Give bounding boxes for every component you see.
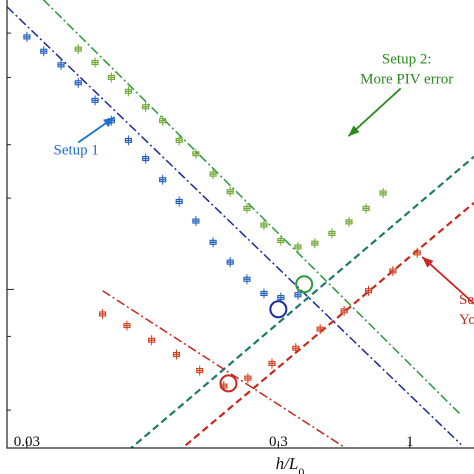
blue-point <box>142 153 150 164</box>
green-point <box>175 135 183 146</box>
axis-ticks <box>7 32 411 448</box>
blue-point <box>23 31 31 42</box>
blue-fit-line-1 <box>7 6 462 446</box>
green-point <box>209 169 217 180</box>
setup2-annotation: Setup 2: More PIV error <box>347 51 453 137</box>
red-point <box>148 335 156 346</box>
setup3-annotation: Set Young <box>421 256 474 328</box>
setup2-arrow <box>347 87 402 137</box>
green-fit-line-2 <box>129 155 474 448</box>
setup3-arrow <box>421 256 474 305</box>
blue-point <box>226 257 234 268</box>
red-point <box>389 266 397 277</box>
red-point <box>413 247 421 258</box>
green-point <box>107 72 115 83</box>
x-tick-labels: 0.03 0.3 1 <box>14 434 414 450</box>
annotations: Setup 1 Setup 2: More PIV error Set Young <box>54 51 474 328</box>
red-point <box>292 343 300 354</box>
green-point <box>91 57 99 68</box>
blue-point <box>175 196 183 207</box>
green-point <box>124 86 132 97</box>
fit-lines <box>7 0 474 448</box>
blue-point <box>74 77 82 88</box>
blue-point <box>124 135 132 146</box>
x-axis-label: h/L0 <box>276 454 305 474</box>
intersection-markers <box>219 275 314 393</box>
x-tick-label: 0.03 <box>14 434 40 450</box>
red-point <box>268 358 276 369</box>
blue-intersection-marker <box>269 300 288 319</box>
green-point <box>226 186 234 197</box>
red-point <box>172 349 181 360</box>
green-point <box>277 235 285 246</box>
red-point <box>196 365 204 376</box>
green-point <box>345 216 353 227</box>
blue-point <box>192 216 200 227</box>
setup2-arrowhead <box>348 125 360 137</box>
red-point <box>99 308 107 319</box>
x-tick-label: 1 <box>406 434 414 450</box>
green-intersection-marker <box>295 275 314 294</box>
blue-point <box>209 237 217 248</box>
setup2-label-line-2: More PIV error <box>360 71 453 87</box>
setup3-label-line-1: Set <box>459 292 474 308</box>
red-point <box>244 373 252 384</box>
data-points <box>23 31 421 392</box>
setup1-annotation: Setup 1 <box>54 116 116 159</box>
blue-point <box>91 95 99 106</box>
green-point <box>328 228 336 239</box>
x-tick-label: 0.3 <box>269 434 288 450</box>
red-point <box>316 324 324 335</box>
green-fit-line-1 <box>42 0 462 416</box>
red-point <box>123 320 131 331</box>
setup3-label-line-2: Young <box>459 312 474 328</box>
green-point <box>243 203 251 214</box>
blue-point <box>294 289 302 300</box>
green-point <box>362 203 370 214</box>
red-fit-line-1 <box>102 290 347 448</box>
plot-frame <box>6 0 474 449</box>
red-intersection-marker <box>219 374 238 393</box>
green-point <box>311 238 319 249</box>
setup1-arrowhead <box>103 117 115 128</box>
blue-point <box>40 46 48 57</box>
green-point <box>192 148 200 159</box>
setup1-label-line-1: Setup 1 <box>54 143 99 159</box>
green-point <box>379 187 387 198</box>
green-point <box>294 241 302 252</box>
red-point <box>364 285 373 296</box>
setup3-arrowhead <box>422 256 434 268</box>
blue-point <box>260 288 268 299</box>
green-point <box>159 115 167 126</box>
red-point <box>340 305 348 316</box>
green-point <box>142 101 150 112</box>
blue-point <box>159 174 167 185</box>
green-point <box>260 220 268 231</box>
blue-point <box>57 59 65 70</box>
setup2-label-line-1: Setup 2: <box>382 51 432 67</box>
blue-point <box>243 274 251 285</box>
green-point <box>74 44 82 55</box>
